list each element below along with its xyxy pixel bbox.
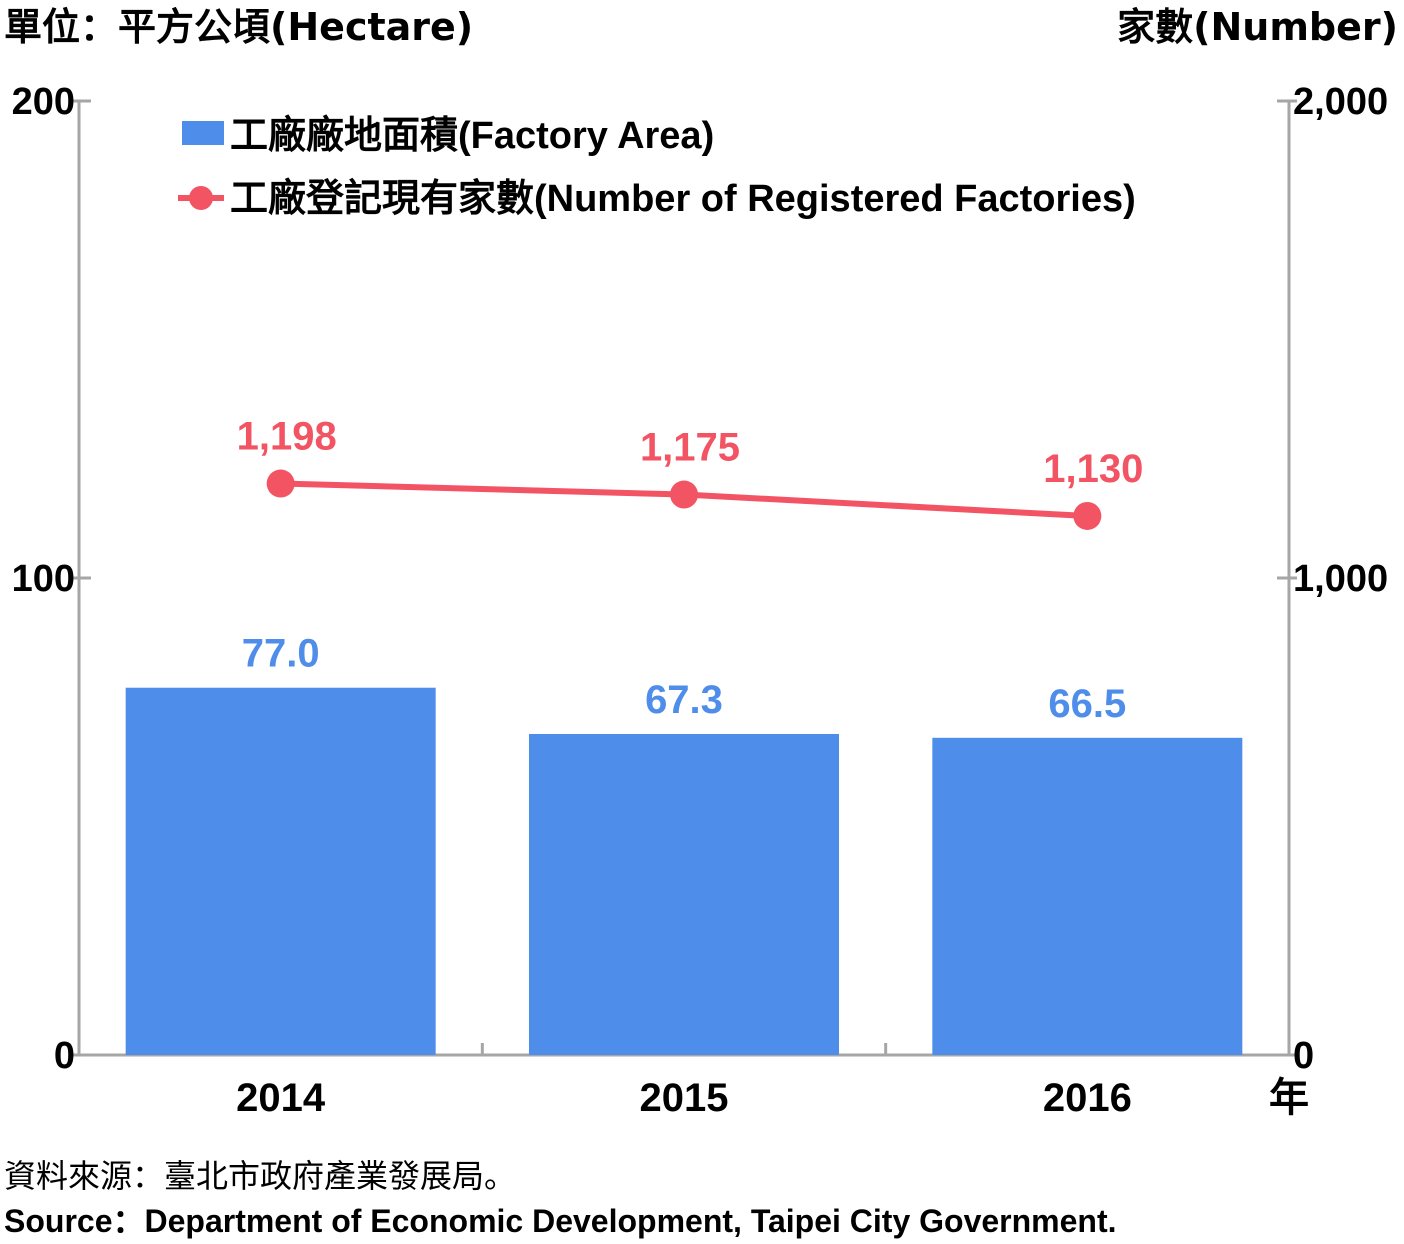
left-axis-tick-label: 100 <box>12 558 75 600</box>
line-point-registered-factories <box>670 480 698 509</box>
left-axis-tick-label: 0 <box>54 1035 75 1077</box>
right-axis-tick-label: 0 <box>1293 1035 1314 1077</box>
bar-data-label: 66.5 <box>1048 682 1126 726</box>
legend-bar-swatch <box>182 121 224 145</box>
line-data-label: 1,198 <box>237 415 337 459</box>
bar-factory-area <box>529 733 839 1055</box>
line-data-label: 1,130 <box>1043 447 1143 491</box>
line-point-registered-factories <box>1073 501 1102 530</box>
legend-line-label: 工廠登記現有家數(Number of Registered Factories) <box>230 177 1136 220</box>
left-axis-tick-label: 200 <box>12 81 75 123</box>
x-axis-category-label: 2014 <box>236 1076 326 1120</box>
x-axis-category-label: 2015 <box>640 1076 729 1120</box>
source-note-en: Source：Department of Economic Developmen… <box>4 1203 1117 1239</box>
bar-data-label: 77.0 <box>242 632 320 676</box>
line-point-registered-factories <box>266 469 295 498</box>
bar-data-label: 67.3 <box>645 678 723 722</box>
right-axis-tick-label: 1,000 <box>1293 558 1388 600</box>
bar-factory-area <box>125 687 436 1055</box>
right-axis-tick-label: 2,000 <box>1293 81 1388 123</box>
right-axis-unit-label: 家數(Number) <box>1117 5 1398 49</box>
left-axis-unit-label: 單位：平方公頃(Hectare) <box>4 5 474 49</box>
x-axis-unit-label: 年 <box>1269 1076 1309 1120</box>
line-data-label: 1,175 <box>640 426 740 470</box>
legend-bar-label: 工廠廠地面積(Factory Area) <box>230 114 714 157</box>
legend-line-marker <box>189 186 213 210</box>
x-axis-category-label: 2016 <box>1043 1076 1132 1120</box>
source-note-zh: 資料來源：臺北市政府產業發展局。 <box>4 1157 517 1195</box>
bar-factory-area <box>932 737 1243 1055</box>
